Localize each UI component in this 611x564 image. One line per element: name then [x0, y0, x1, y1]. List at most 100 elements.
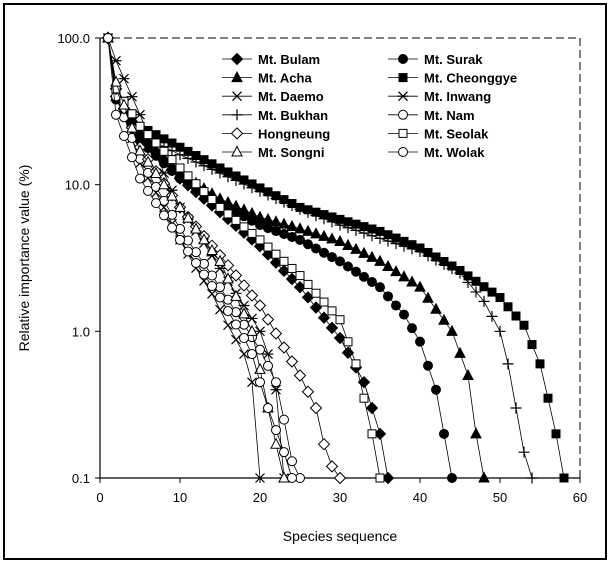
- data-point: [246, 206, 258, 219]
- data-point: [135, 173, 145, 184]
- data-point: [167, 155, 177, 165]
- data-point: [327, 306, 337, 316]
- data-point: [342, 222, 354, 234]
- data-point: [238, 178, 250, 190]
- data-point: [127, 152, 137, 163]
- data-point: [486, 310, 498, 322]
- legend-item: Mt. Bukhan: [222, 108, 328, 123]
- data-point: [431, 384, 441, 395]
- data-point: [382, 235, 394, 247]
- data-point: [511, 311, 521, 321]
- series-11: [102, 31, 290, 483]
- data-point: [503, 302, 513, 312]
- data-point: [317, 437, 331, 451]
- data-point: [175, 234, 185, 245]
- legend-item: Mt. Seolak: [388, 126, 489, 141]
- data-point: [398, 147, 408, 157]
- series-10: [103, 33, 385, 483]
- data-point: [414, 280, 426, 292]
- data-point: [446, 263, 458, 275]
- data-point: [406, 243, 418, 255]
- data-point: [406, 275, 418, 287]
- data-point: [519, 320, 529, 330]
- data-point: [407, 323, 417, 334]
- data-point: [470, 286, 482, 298]
- data-point: [398, 128, 408, 138]
- legend-item: Mt. Daemo: [222, 89, 324, 104]
- data-point: [199, 269, 209, 280]
- data-point: [335, 315, 345, 325]
- data-point: [471, 276, 481, 286]
- data-point: [415, 336, 425, 347]
- series-line: [107, 37, 533, 479]
- data-point: [375, 282, 385, 293]
- data-point: [422, 291, 434, 303]
- data-point: [279, 447, 289, 458]
- legend: Mt. Bulam Mt. Surak Mt. Acha Mt. Cheonggye M…: [222, 52, 517, 160]
- data-point: [245, 289, 259, 302]
- data-point: [303, 279, 313, 289]
- data-point: [232, 91, 242, 102]
- data-point: [487, 287, 497, 297]
- data-point: [230, 127, 244, 140]
- data-point: [246, 182, 258, 194]
- data-point: [325, 460, 339, 473]
- data-point: [325, 321, 339, 335]
- data-point: [359, 393, 369, 403]
- data-point: [350, 224, 362, 236]
- data-point: [198, 160, 210, 172]
- data-point: [190, 156, 202, 168]
- data-point: [269, 327, 283, 340]
- data-point: [438, 258, 450, 270]
- data-point: [430, 254, 442, 266]
- data-point: [495, 293, 505, 303]
- legend-item: Mt. Songni: [222, 145, 324, 160]
- data-point: [351, 359, 361, 369]
- data-point: [191, 257, 201, 268]
- data-point: [253, 299, 267, 312]
- data-point: [271, 425, 281, 436]
- data-point: [135, 121, 145, 131]
- data-point: [287, 473, 297, 483]
- data-point: [183, 246, 193, 257]
- data-point: [302, 206, 314, 218]
- data-point: [318, 213, 330, 225]
- data-point: [334, 219, 346, 231]
- data-point: [223, 320, 233, 331]
- data-point: [223, 306, 233, 317]
- data-point: [439, 428, 449, 439]
- data-point: [430, 302, 442, 314]
- data-point: [255, 377, 265, 388]
- data-point: [390, 238, 402, 250]
- data-point: [318, 229, 330, 241]
- data-point: [319, 247, 329, 258]
- legend-item: Hongneung: [222, 126, 330, 141]
- data-point: [359, 271, 369, 282]
- data-point: [262, 189, 274, 201]
- y-tick-label: 0.1: [72, 471, 90, 486]
- data-point: [319, 297, 329, 307]
- data-point: [374, 232, 386, 244]
- data-point: [231, 145, 243, 157]
- data-point: [277, 341, 291, 354]
- data-point: [398, 73, 408, 83]
- data-point: [126, 91, 138, 102]
- data-point: [287, 456, 297, 467]
- data-point: [175, 163, 185, 173]
- data-point: [462, 276, 474, 288]
- data-point: [191, 179, 201, 189]
- series-12: [103, 33, 297, 483]
- data-point: [374, 254, 386, 266]
- data-point: [527, 340, 537, 350]
- data-point: [206, 163, 218, 175]
- data-point: [214, 192, 226, 204]
- data-point: [263, 242, 273, 252]
- data-point: [223, 209, 233, 219]
- data-point: [286, 200, 298, 212]
- data-point: [333, 331, 347, 345]
- data-point: [278, 196, 290, 208]
- data-point: [118, 73, 130, 84]
- x-tick-label: 30: [333, 490, 347, 505]
- data-point: [143, 185, 153, 196]
- y-tick-label: 100.0: [57, 31, 90, 46]
